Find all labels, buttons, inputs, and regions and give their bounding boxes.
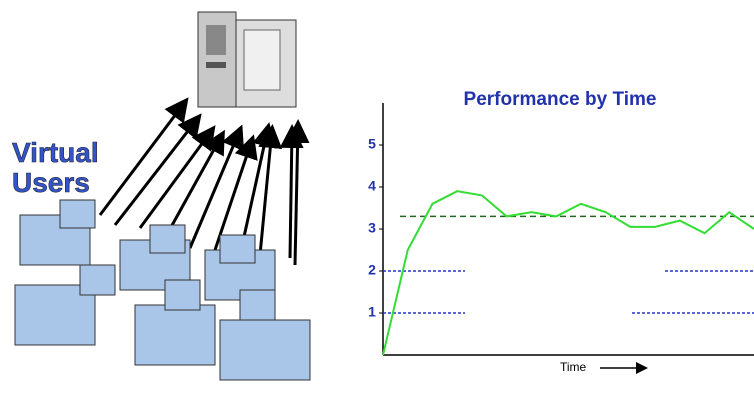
y-tick-label: 1 bbox=[368, 304, 376, 320]
y-tick-label: 3 bbox=[368, 220, 376, 236]
y-tick-label: 5 bbox=[368, 136, 376, 152]
chart: 1 2 3 4 5 bbox=[368, 103, 754, 355]
y-tick-label: 2 bbox=[368, 262, 376, 278]
server bbox=[198, 12, 296, 107]
line bbox=[383, 191, 754, 355]
page: VirtualUsers Performance by Time Time 1 2… bbox=[0, 0, 754, 400]
workstations bbox=[15, 200, 310, 380]
x-axis-label: Time bbox=[560, 360, 587, 374]
y-tick-label: 4 bbox=[368, 178, 376, 194]
chart-title: Performance by Time bbox=[464, 89, 657, 110]
